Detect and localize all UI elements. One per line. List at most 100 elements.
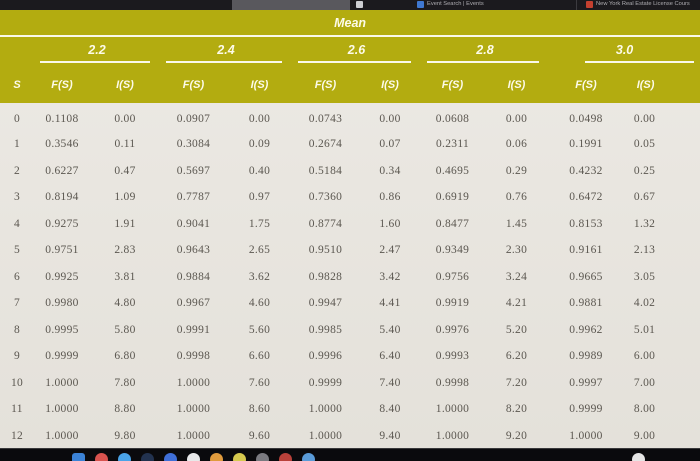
- value-cell: 0.9643: [176, 244, 211, 257]
- tab-real-estate[interactable]: New York Real Estate License Cours: [596, 1, 690, 7]
- value-cell: 0.00: [633, 113, 656, 125]
- table-body: 0 0.1108 0.00 0.0907 0.00 0.0743 0.00 0.0608 0.0…: [0, 103, 700, 449]
- mean-col-2.4: 2.4: [160, 36, 292, 66]
- table-row: 3 0.8194 1.09 0.7787 0.97 0.7360 0.86 0.6919 0.7…: [0, 184, 700, 211]
- value-cell: 7.20: [505, 376, 528, 389]
- value-cell: 0.8774: [308, 217, 343, 230]
- value-cell: 6.20: [505, 350, 528, 363]
- value-cell: 1.75: [248, 217, 271, 230]
- browser-topbar: Event Search | Events New York Real Esta…: [0, 0, 700, 10]
- value-cell: 3.42: [379, 270, 401, 283]
- s-cell: 11: [11, 403, 23, 416]
- s-cell: 3: [13, 191, 21, 204]
- value-cell: 0.5184: [308, 164, 343, 177]
- value-cell: 7.40: [379, 376, 401, 389]
- value-cell: 0.8477: [435, 217, 470, 230]
- value-cell: 0.9993: [435, 350, 470, 363]
- extension-icon[interactable]: [356, 1, 363, 8]
- value-cell: 9.00: [633, 429, 656, 442]
- value-cell: 0.9976: [435, 323, 470, 336]
- value-cell: 6.80: [114, 350, 136, 363]
- app-icon-3[interactable]: [118, 453, 131, 461]
- tab-events[interactable]: Event Search | Events: [427, 1, 484, 7]
- value-cell: 8.40: [379, 403, 401, 416]
- value-cell: 4.80: [114, 297, 136, 310]
- app-icon-10[interactable]: [279, 453, 292, 461]
- document-sheet: Mean 2.2 2.4 2.6 2.8: [0, 10, 700, 448]
- value-cell: 8.00: [633, 403, 656, 416]
- dock: [0, 448, 700, 461]
- value-cell: 0.40: [248, 164, 271, 177]
- value-cell: 1.0000: [45, 376, 79, 389]
- app-icon-12[interactable]: [632, 453, 645, 461]
- table-row: 12 1.0000 9.80 1.0000 9.60 1.0000 9.40 1.0000 9.…: [0, 423, 700, 450]
- i-header: I(S): [359, 66, 421, 103]
- value-cell: 0.9919: [435, 297, 470, 310]
- app-icon-2[interactable]: [95, 453, 108, 461]
- value-cell: 1.0000: [45, 403, 79, 416]
- f-header: F(S): [160, 66, 227, 103]
- value-cell: 0.9998: [435, 376, 470, 389]
- value-cell: 2.30: [505, 244, 528, 257]
- value-cell: 1.09: [114, 191, 136, 204]
- s-cell: 5: [13, 244, 21, 257]
- value-cell: 1.0000: [176, 403, 211, 416]
- value-cell: 0.1108: [45, 113, 79, 125]
- mean-col-3.0: 3.0: [549, 36, 700, 66]
- value-cell: 5.60: [248, 323, 271, 336]
- value-cell: 1.60: [379, 217, 401, 230]
- value-cell: 9.80: [114, 429, 136, 442]
- value-cell: 4.21: [505, 297, 528, 310]
- app-icon-5[interactable]: [164, 453, 177, 461]
- value-cell: 0.9999: [569, 403, 603, 416]
- value-cell: 6.40: [379, 350, 401, 363]
- mean-col-2.6: 2.6: [292, 36, 421, 66]
- app-icon-1[interactable]: [72, 453, 85, 461]
- app-icon-4[interactable]: [141, 453, 154, 461]
- s-cell: 2: [13, 164, 21, 177]
- table-row: 0 0.1108 0.00 0.0907 0.00 0.0743 0.00 0.0608 0.0…: [0, 103, 700, 131]
- app-icon-9[interactable]: [256, 453, 269, 461]
- value-cell: 2.83: [114, 244, 136, 257]
- f-header: F(S): [292, 66, 359, 103]
- value-cell: 0.9751: [45, 244, 79, 257]
- value-cell: 0.9947: [308, 297, 343, 310]
- value-cell: 1.32: [633, 217, 656, 230]
- value-cell: 0.9991: [176, 323, 211, 336]
- table-row: 2 0.6227 0.47 0.5697 0.40 0.5184 0.34 0.4695 0.2…: [0, 158, 700, 185]
- value-cell: 0.0743: [308, 113, 343, 125]
- value-cell: 4.41: [379, 297, 401, 310]
- value-cell: 3.81: [114, 270, 136, 283]
- app-icon-11[interactable]: [302, 453, 315, 461]
- value-cell: 0.9985: [308, 323, 343, 336]
- value-cell: 0.9925: [45, 270, 79, 283]
- table-title: Mean: [0, 10, 700, 37]
- value-cell: 1.0000: [435, 429, 470, 442]
- value-cell: 0.00: [248, 113, 271, 125]
- value-cell: 0.9041: [176, 217, 211, 230]
- value-cell: 0.34: [379, 164, 401, 177]
- value-cell: 2.65: [248, 244, 271, 257]
- value-cell: 0.9998: [176, 350, 211, 363]
- value-cell: 1.0000: [308, 429, 343, 442]
- browser-tab[interactable]: [232, 0, 350, 10]
- value-cell: 1.0000: [569, 429, 603, 442]
- table-row: 9 0.9999 6.80 0.9998 6.60 0.9996 6.40 0.9993 6.2…: [0, 343, 700, 370]
- value-cell: 6.00: [633, 350, 656, 363]
- app-icon-7[interactable]: [210, 453, 223, 461]
- value-cell: 8.80: [114, 403, 136, 416]
- app-icon-8[interactable]: [233, 453, 246, 461]
- value-cell: 0.9756: [435, 270, 470, 283]
- s-cell: 12: [10, 429, 24, 442]
- value-cell: 0.9962: [569, 323, 603, 336]
- value-cell: 0.9980: [45, 297, 79, 310]
- dock-icons: [0, 449, 700, 461]
- table-row: 1 0.3546 0.11 0.3084 0.09 0.2674 0.07 0.2311 0.0…: [0, 131, 700, 158]
- value-cell: 0.11: [114, 138, 136, 151]
- value-cell: 3.05: [633, 270, 656, 283]
- app-icon-6[interactable]: [187, 453, 200, 461]
- value-cell: 8.60: [248, 403, 271, 416]
- i-header: I(S): [623, 66, 700, 103]
- mean-col-2.2: 2.2: [34, 36, 160, 66]
- value-cell: 0.97: [248, 191, 271, 204]
